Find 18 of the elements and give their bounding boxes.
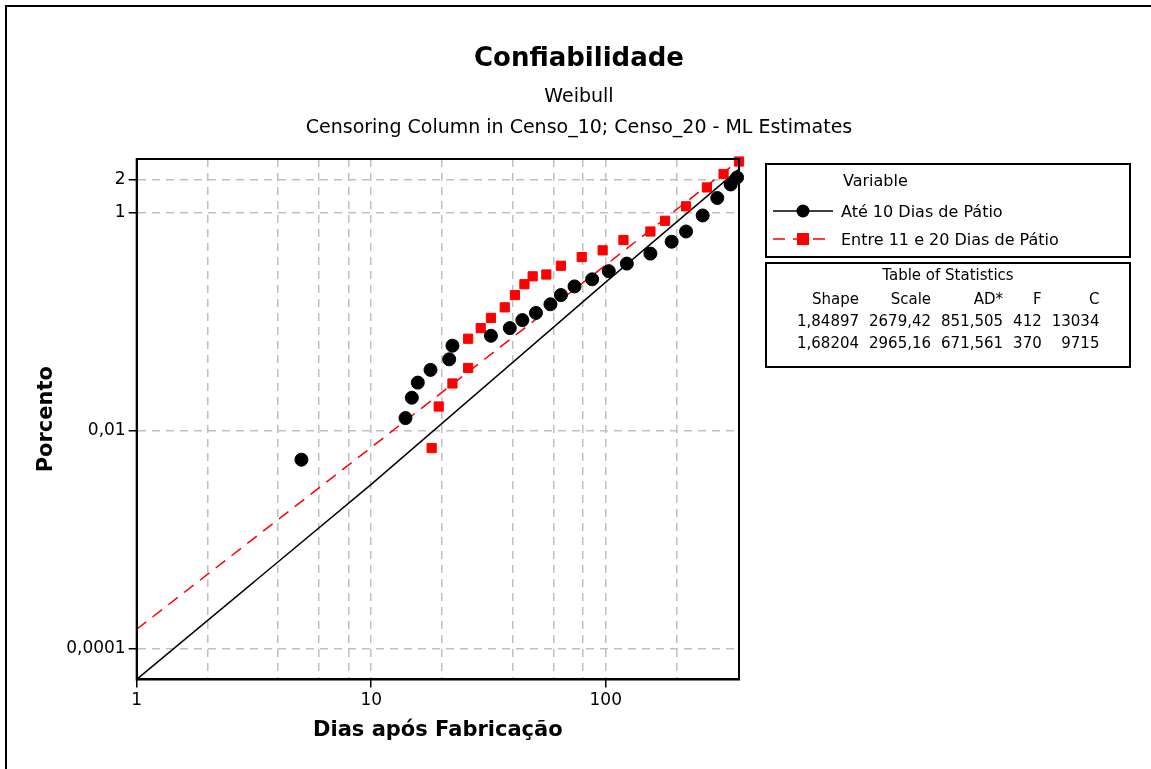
text: Shape Scale AD* F C — [812, 290, 1100, 308]
text: 1,68204 2965,16 671,561 370 9715 — [797, 334, 1100, 352]
y-tick-label: 1 — [114, 200, 126, 221]
text: 1,84897 2679,42 851,505 412 13034 — [796, 311, 1100, 332]
y-tick-label: 2 — [114, 168, 126, 189]
y-tick-label: 0,0001 — [66, 636, 126, 657]
y-axis-title: Porcento — [33, 366, 58, 473]
x-tick-label: 1 — [131, 689, 143, 710]
text: Table of Statistics — [881, 266, 1015, 286]
y-tick-label: 0,01 — [87, 418, 126, 439]
legend-label: Entre 11 e 20 Dias de Pátio — [841, 229, 1059, 249]
legend-label: Até 10 Dias de Pátio — [841, 201, 1003, 221]
chart-title: Confiabilidade — [473, 42, 685, 72]
x-tick-label: 100 — [589, 689, 622, 710]
x-axis-title: Dias após Fabricação — [313, 716, 563, 741]
legend-title: Variable — [842, 171, 909, 192]
chart-subtitle: Weibull Censoring Column in Censo_10; Censo_20 - ML Estimates — [304, 83, 854, 140]
x-tick-label: 10 — [360, 689, 383, 710]
